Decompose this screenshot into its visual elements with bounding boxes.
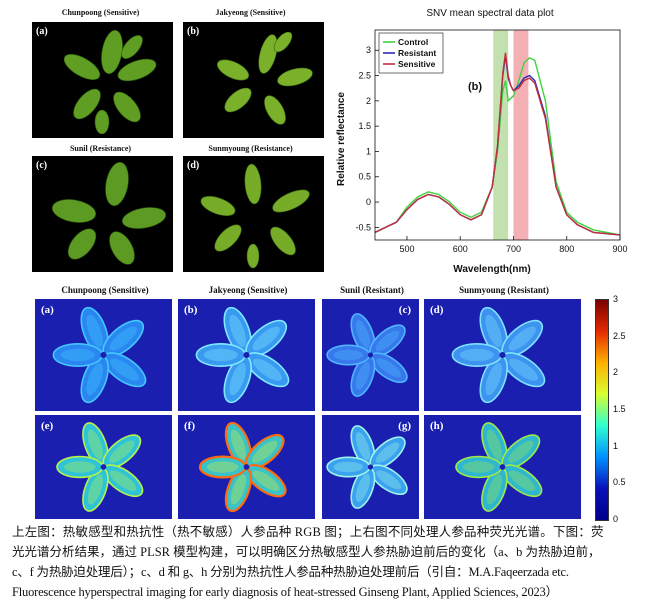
panel-letter: (h) xyxy=(430,420,444,432)
x-tick-label: 500 xyxy=(399,244,414,254)
hs-title-2: Jakyeong (Sensitive) xyxy=(208,285,288,295)
x-tick-label: 600 xyxy=(453,244,468,254)
hs-panel: (d) xyxy=(424,299,581,411)
y-tick-label: 2.5 xyxy=(358,71,371,81)
leaf-image xyxy=(51,161,167,265)
rgb-title-a: Chunpoong (Sensitive) xyxy=(61,8,140,17)
caption-line: Fluorescence hyperspectral imaging for e… xyxy=(12,585,558,599)
panel-letter: (a) xyxy=(41,304,54,316)
y-tick-label: 0 xyxy=(366,197,371,207)
leaf-heatmap xyxy=(326,425,408,509)
colorbar xyxy=(595,299,609,521)
colorbar-tick-label: 0 xyxy=(613,514,619,524)
panel-letter: (d) xyxy=(187,160,200,171)
hs-title-4: Sunmyoung (Resistant) xyxy=(459,285,549,295)
rgb-panel-a: (a) xyxy=(32,22,173,138)
y-tick-label: 0.5 xyxy=(358,172,371,182)
highlight-band xyxy=(513,30,529,240)
panel-letter: (b) xyxy=(184,304,198,316)
x-tick-label: 900 xyxy=(612,244,627,254)
leaf-heatmap xyxy=(451,306,546,404)
panel-letter: (e) xyxy=(41,420,54,432)
panel-letter: (c) xyxy=(36,160,48,171)
hs-title-3: Sunil (Resistant) xyxy=(340,285,404,295)
hs-panel: (g) xyxy=(322,415,419,519)
panel-letter: (c) xyxy=(398,304,411,316)
rgb-panel-b: (b) xyxy=(183,22,324,138)
rgb-title-b: Jakyeong (Sensitive) xyxy=(215,8,286,17)
leaf-heatmap xyxy=(195,306,290,404)
rgb-panel-c: (c) xyxy=(32,156,173,272)
plot-frame xyxy=(374,29,621,241)
caption-line: c、f 为热胁迫处理后）；c、d 和 g、h 分别为热抗性人参品种热胁迫处理前后… xyxy=(12,565,569,579)
hs-title-1: Chunpoong (Sensitive) xyxy=(61,285,149,295)
panel-letter: (g) xyxy=(398,420,411,432)
leaf-image xyxy=(216,31,313,125)
panel-label: (b) xyxy=(468,81,482,93)
series-line xyxy=(374,52,621,236)
colorbar-tick-label: 3 xyxy=(613,294,619,304)
hs-panel: (a) xyxy=(35,299,172,411)
legend-entry: Control xyxy=(398,37,428,47)
chart-title: SNV mean spectral data plot xyxy=(426,8,554,19)
x-tick-label: 800 xyxy=(559,244,574,254)
rgb-title-d: Sunmyoung (Resistance) xyxy=(208,144,293,153)
legend-entry: Resistant xyxy=(398,48,436,58)
leaf-heatmap xyxy=(455,422,543,512)
hs-panel: (b) xyxy=(178,299,315,411)
y-tick-label: 1 xyxy=(366,146,371,156)
hs-panel: (f) xyxy=(178,415,315,519)
colorbar-tick-label: 1 xyxy=(613,440,619,451)
leaf-image xyxy=(63,29,157,135)
y-axis-label: Relative reflectance xyxy=(336,92,347,186)
leaf-image xyxy=(200,163,310,269)
rgb-title-c: Sunil (Resistance) xyxy=(69,144,132,153)
rgb-panel-d: (d) xyxy=(183,156,324,272)
panel-letter: (f) xyxy=(184,420,195,432)
colorbar-tick-label: 2.5 xyxy=(613,330,626,341)
caption-line: 上左图：热敏感型和热抗性（热不敏感）人参品种 RGB 图；上右图不同处理人参品种… xyxy=(12,525,604,539)
leaf-heatmap xyxy=(326,313,408,397)
hs-panel: (e) xyxy=(35,415,172,519)
colorbar-tick-label: 1.5 xyxy=(613,404,626,414)
leaf-heatmap xyxy=(198,421,287,513)
caption-line: 光光谱分析结果，通过 PLSR 模型构建，可以明确区分热敏感型人参热胁迫前后的变… xyxy=(12,545,601,559)
panel-letter: (b) xyxy=(187,26,200,37)
y-tick-label: 2 xyxy=(366,96,371,106)
y-tick-label: 3 xyxy=(366,45,371,55)
colorbar-tick-label: 0.5 xyxy=(613,477,626,488)
spectral-chart: SNV mean spectral data plot 500 600 700 800… xyxy=(336,8,628,275)
y-tick-label: -0.5 xyxy=(355,222,371,232)
caption: 上左图：热敏感型和热抗性（热不敏感）人参品种 RGB 图；上右图不同处理人参品种… xyxy=(12,522,642,602)
hs-panel: (c) xyxy=(322,299,419,411)
x-axis-label: Wavelength(nm) xyxy=(453,264,530,275)
hs-panel: (h) xyxy=(424,415,581,519)
y-tick-label: 1.5 xyxy=(358,121,371,131)
x-tick-label: 700 xyxy=(506,244,521,254)
leaf-heatmap xyxy=(56,422,144,512)
panel-letter: (d) xyxy=(430,304,444,316)
leaf-heatmap xyxy=(52,306,147,404)
legend-entry: Sensitive xyxy=(398,59,436,69)
colorbar-tick-label: 2 xyxy=(613,367,619,378)
series-line xyxy=(374,56,621,236)
panel-letter: (a) xyxy=(36,26,48,37)
